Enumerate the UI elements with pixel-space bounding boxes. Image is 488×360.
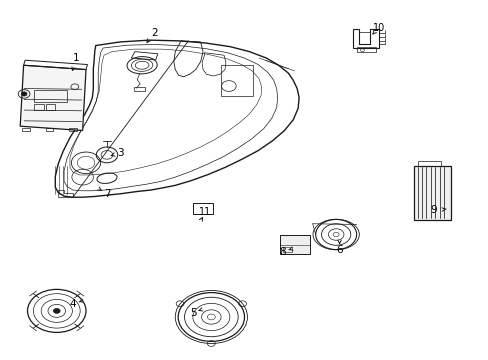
Text: 11: 11 [199,207,211,217]
Text: 2: 2 [151,28,157,38]
Text: 8: 8 [279,247,285,257]
Bar [69,128,77,131]
Bar [358,32,369,44]
Bar [279,235,309,253]
Bar [134,87,145,91]
Text: 1: 1 [73,53,80,63]
Bar [22,128,30,131]
Bar [45,104,55,110]
Bar [356,47,375,51]
Polygon shape [20,65,86,131]
Text: 5: 5 [190,308,196,318]
Text: 6: 6 [336,245,342,255]
Bar [193,203,212,214]
Text: 3: 3 [117,148,123,158]
Circle shape [53,309,60,314]
Bar [34,104,43,110]
Circle shape [21,92,27,96]
Bar [221,65,252,96]
Bar [45,128,53,131]
Bar [413,166,450,220]
Bar [282,247,292,252]
Text: 4: 4 [69,299,76,309]
Text: 9: 9 [429,206,436,216]
Text: 10: 10 [372,23,384,33]
Bar [417,161,440,166]
Text: 7: 7 [103,189,110,199]
Bar [34,90,67,102]
